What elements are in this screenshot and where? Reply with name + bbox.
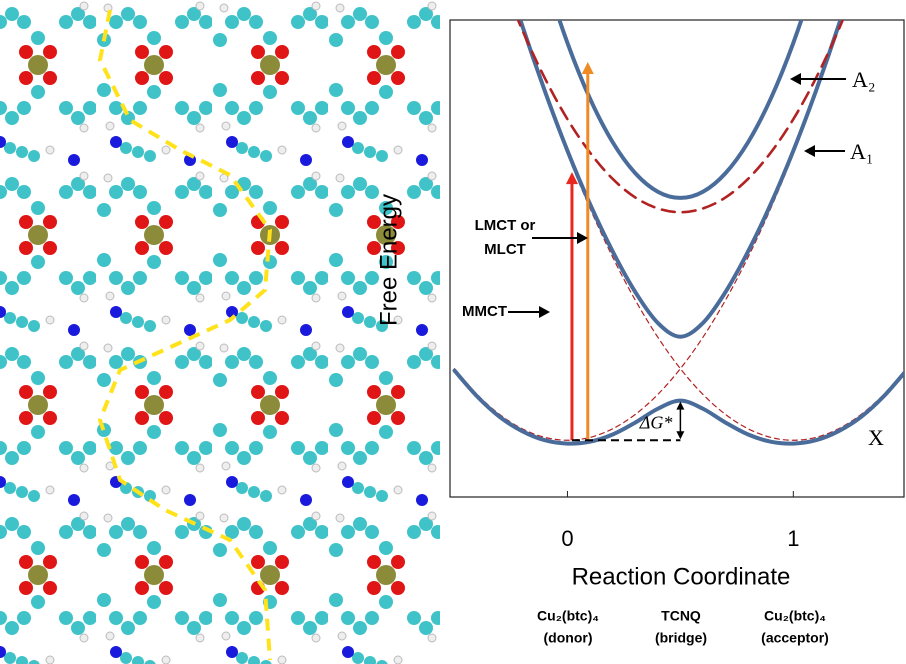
arrow-head — [804, 145, 815, 157]
figure: Free Energy Reaction Coordinate 0 1 ΔG* MMC… — [0, 0, 906, 664]
transition-label: MMCT — [462, 303, 507, 320]
curve-label: X — [868, 425, 884, 450]
curve-label: A₂ — [852, 67, 876, 92]
arrow-head — [582, 62, 594, 74]
site-name: TCNQ — [661, 608, 701, 624]
arrow-head — [539, 306, 550, 318]
page: Free Energy Reaction Coordinate 0 1 ΔG* MMC… — [0, 0, 906, 664]
molecular-structure — [0, 0, 440, 664]
transition-label: MLCT — [484, 241, 526, 258]
site-name: Cu₂(btc)₄ — [537, 608, 599, 624]
curve — [522, 0, 838, 198]
plot-frame — [450, 20, 904, 497]
curve — [455, 0, 906, 337]
curve — [500, 0, 861, 212]
site-role: (acceptor) — [761, 630, 829, 646]
x-axis-label: Reaction Coordinate — [572, 563, 791, 590]
curve-label: A₁ — [850, 139, 874, 164]
transition-label: LMCT or — [475, 217, 536, 234]
y-axis-label: Free Energy — [375, 194, 402, 326]
arrow-head — [790, 73, 801, 85]
site-role: (donor) — [544, 630, 593, 646]
arrow-head — [676, 431, 684, 439]
x-tick-label: 1 — [787, 526, 799, 551]
site-name: Cu₂(btc)₄ — [764, 608, 826, 624]
barrier-label: ΔG* — [639, 413, 673, 433]
x-tick-label: 0 — [561, 526, 573, 551]
site-role: (bridge) — [655, 630, 707, 646]
